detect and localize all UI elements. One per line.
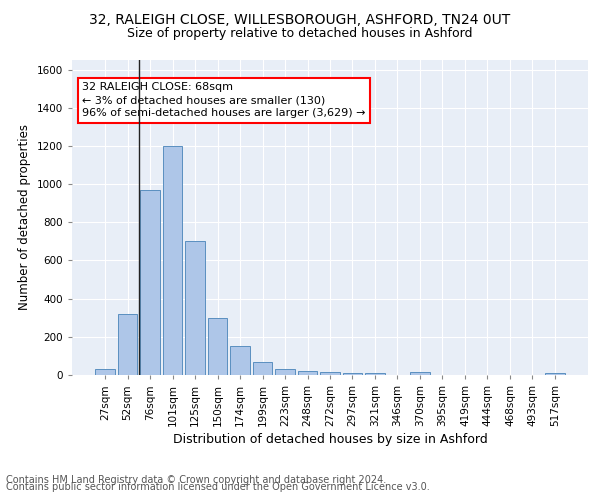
Bar [140,190,160,375]
X-axis label: Distribution of detached houses by size in Ashford: Distribution of detached houses by size … [173,433,487,446]
Bar [118,314,137,375]
Y-axis label: Number of detached properties: Number of detached properties [18,124,31,310]
Bar [230,346,250,375]
Bar [95,370,115,375]
Bar [163,146,182,375]
Bar [410,372,430,375]
Text: 32 RALEIGH CLOSE: 68sqm
← 3% of detached houses are smaller (130)
96% of semi-de: 32 RALEIGH CLOSE: 68sqm ← 3% of detached… [82,82,366,118]
Text: Size of property relative to detached houses in Ashford: Size of property relative to detached ho… [127,28,473,40]
Text: 32, RALEIGH CLOSE, WILLESBOROUGH, ASHFORD, TN24 0UT: 32, RALEIGH CLOSE, WILLESBOROUGH, ASHFOR… [89,12,511,26]
Bar [298,371,317,375]
Bar [208,318,227,375]
Bar [275,370,295,375]
Bar [185,242,205,375]
Bar [365,373,385,375]
Text: Contains public sector information licensed under the Open Government Licence v3: Contains public sector information licen… [6,482,430,492]
Bar [545,373,565,375]
Text: Contains HM Land Registry data © Crown copyright and database right 2024.: Contains HM Land Registry data © Crown c… [6,475,386,485]
Bar [253,362,272,375]
Bar [320,372,340,375]
Bar [343,373,362,375]
